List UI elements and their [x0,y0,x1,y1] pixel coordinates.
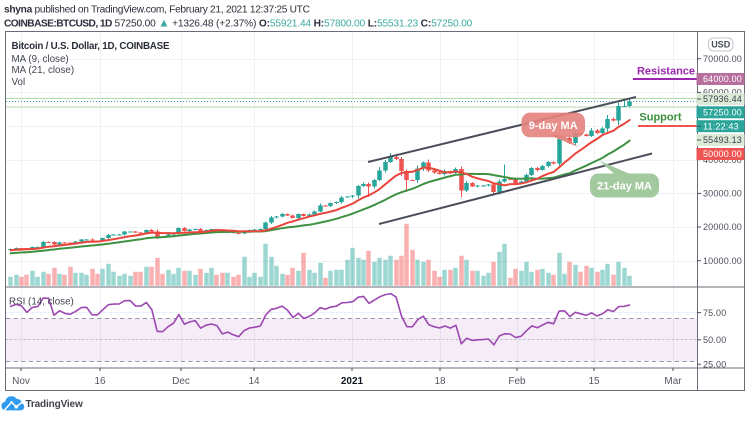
svg-text:Vol: Vol [12,77,26,88]
svg-text:Nov: Nov [12,376,30,387]
svg-text:64000.00: 64000.00 [703,74,742,84]
svg-text:14: 14 [248,376,260,387]
svg-text:55493.13: 55493.13 [703,135,742,145]
svg-text:60000.00: 60000.00 [703,88,742,98]
svg-text:15: 15 [588,376,600,387]
svg-text:2021: 2021 [341,376,364,387]
svg-text:18: 18 [434,376,446,387]
svg-text:COINBASE:BTCUSD, 1D 57250.00 ▲: COINBASE:BTCUSD, 1D 57250.00 ▲ +1326.48 … [4,18,473,30]
svg-text:9-day MA: 9-day MA [529,120,578,132]
svg-text:16: 16 [94,376,106,387]
svg-text:RSI (14, close): RSI (14, close) [9,297,74,308]
svg-text:Feb: Feb [508,376,526,387]
svg-text:MA (21, close): MA (21, close) [12,65,75,76]
svg-text:Mar: Mar [664,376,682,387]
svg-text:25.00: 25.00 [703,359,726,369]
svg-text:TradingView: TradingView [26,399,83,410]
svg-text:20000.00: 20000.00 [703,222,742,232]
svg-text:Bitcoin / U.S. Dollar, 1D, COI: Bitcoin / U.S. Dollar, 1D, COINBASE [12,41,170,52]
svg-text:11:22:43: 11:22:43 [703,121,739,131]
svg-text:57936.44: 57936.44 [703,94,742,104]
svg-text:Support: Support [639,112,681,124]
svg-text:Dec: Dec [172,376,190,387]
svg-text:USD: USD [711,40,731,50]
svg-text:50000.00: 50000.00 [703,149,742,159]
svg-text:Resistance: Resistance [637,66,695,78]
svg-text:75.00: 75.00 [703,308,726,318]
svg-text:shyna published on TradingView: shyna published on TradingView.com, Febr… [4,5,310,16]
svg-text:57250.00: 57250.00 [703,108,742,118]
svg-text:50.00: 50.00 [703,335,726,345]
svg-text:MA (9, close): MA (9, close) [12,54,69,65]
svg-text:70000.00: 70000.00 [703,54,742,64]
svg-text:30000.00: 30000.00 [703,189,742,199]
svg-text:21-day MA: 21-day MA [597,181,652,193]
svg-text:10000.00: 10000.00 [703,256,742,266]
